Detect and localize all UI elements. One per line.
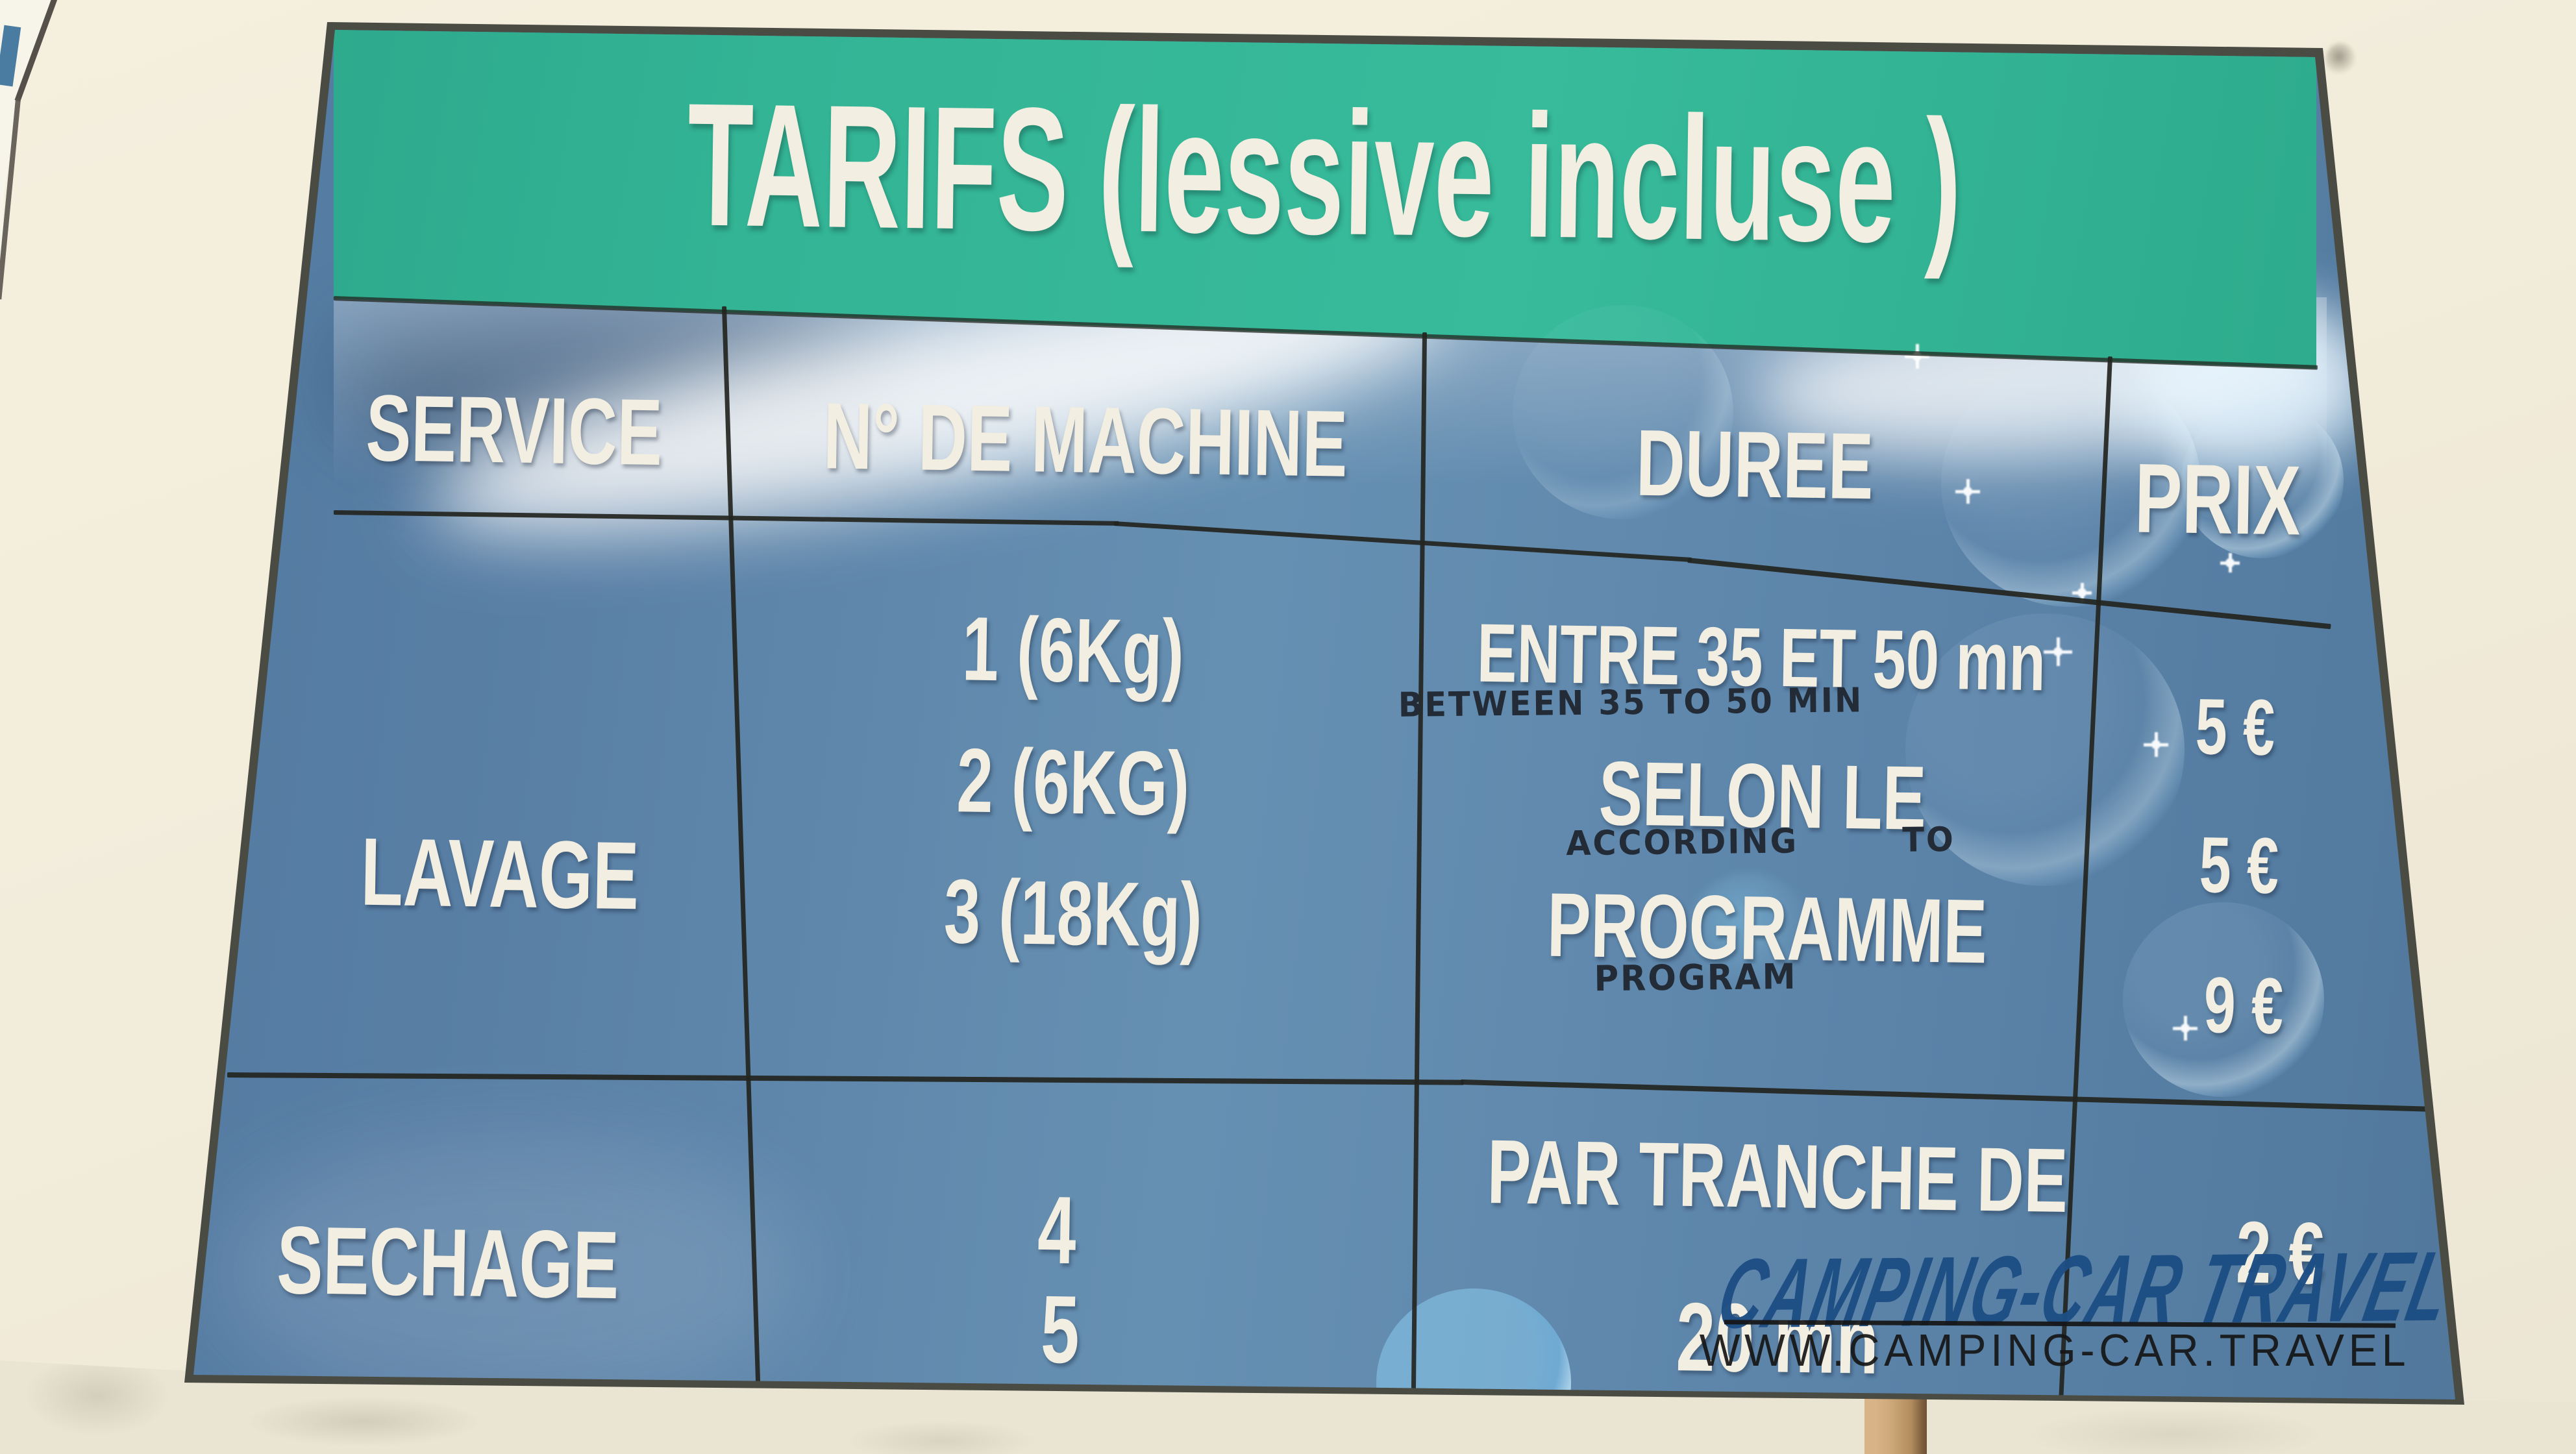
sparkle-decoration bbox=[2220, 553, 2240, 573]
glare-decoration bbox=[214, 1136, 799, 1399]
machine-4: 4 bbox=[1037, 1176, 1077, 1285]
sparkle-decoration bbox=[1905, 344, 1929, 369]
bubble-decoration bbox=[1688, 873, 1811, 990]
col-header-duration: DUREE bbox=[1635, 410, 1874, 519]
sechage-duration-line-1: PAR TRANCHE DE bbox=[1486, 1120, 2069, 1232]
handwritten-translation-3: PROGRAM bbox=[1594, 955, 1798, 1000]
price-machine-3: 9 € bbox=[2203, 961, 2285, 1050]
wooden-post bbox=[1864, 1396, 1927, 1454]
col-header-machine-number: N° DE MACHINE bbox=[823, 383, 1348, 497]
sparkle-decoration bbox=[1955, 479, 1980, 504]
sparkle-decoration bbox=[2044, 637, 2072, 666]
sparkle-decoration bbox=[2144, 732, 2168, 757]
price-machine-1: 5 € bbox=[2194, 682, 2276, 772]
handwritten-translation-1: BETWEEN 35 TO 50 MIN bbox=[1398, 681, 1864, 725]
machine-2: 2 (6KG) bbox=[956, 729, 1191, 835]
watermark-url: WWW.CAMPING-CAR.TRAVEL bbox=[1699, 1325, 2410, 1375]
bubble-decoration bbox=[2181, 402, 2344, 558]
service-lavage: LAVAGE bbox=[360, 818, 640, 930]
handwritten-translation-2: ACCORDING TO bbox=[1565, 820, 1956, 864]
machine-5: 5 bbox=[1040, 1275, 1080, 1384]
col-header-service: SERVICE bbox=[365, 375, 663, 486]
machine-1: 1 (6Kg) bbox=[961, 597, 1185, 703]
sparkle-decoration bbox=[2173, 1016, 2198, 1041]
wall-smudge bbox=[2325, 43, 2355, 77]
bubble-decoration bbox=[1941, 360, 2201, 607]
col-header-price: PRIX bbox=[2133, 443, 2302, 556]
bubble-decoration bbox=[2123, 902, 2324, 1097]
service-sechage: SECHAGE bbox=[276, 1206, 620, 1320]
price-machine-2: 5 € bbox=[2198, 820, 2280, 910]
machine-3: 3 (18Kg) bbox=[943, 859, 1204, 967]
sign-title: TARIFS (lessive incluse ) bbox=[686, 67, 1963, 280]
